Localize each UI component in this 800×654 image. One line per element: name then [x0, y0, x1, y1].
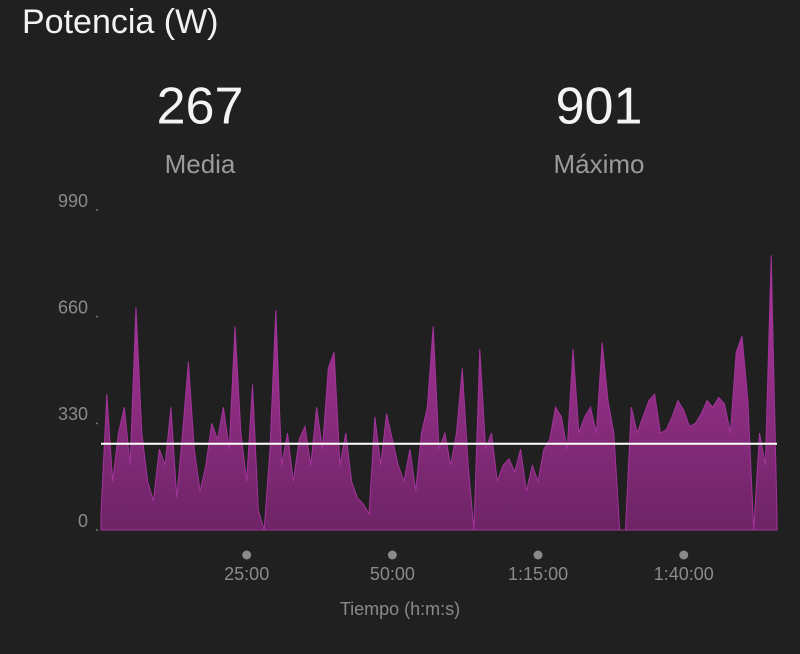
chart-title: Potencia (W) — [22, 3, 219, 41]
y-tick-label: 0 — [78, 511, 88, 531]
x-tick-label: 50:00 — [370, 564, 415, 584]
y-tick-mark — [96, 315, 98, 318]
stat-value: 901 — [556, 78, 643, 136]
y-tick-mark — [96, 209, 98, 211]
y-tick-label: 660 — [58, 297, 88, 317]
y-tick-label: 330 — [58, 404, 88, 424]
stat-label: Media — [165, 149, 236, 179]
x-tick-mark — [679, 550, 689, 560]
x-tick-label: 1:40:00 — [654, 564, 714, 584]
y-tick-label: 990 — [58, 191, 88, 211]
y-tick-mark — [96, 422, 98, 425]
x-tick-mark — [242, 550, 252, 560]
stat-value: 267 — [157, 78, 244, 136]
x-tick-mark — [533, 550, 543, 560]
x-tick-label: 25:00 — [224, 564, 269, 584]
area — [100, 255, 778, 531]
x-tick-label: 1:15:00 — [508, 564, 568, 584]
x-axis-title: Tiempo (h:m:s) — [340, 599, 460, 619]
x-tick-mark — [387, 550, 397, 560]
y-tick-mark — [96, 529, 98, 531]
stat-label: Máximo — [553, 149, 644, 179]
